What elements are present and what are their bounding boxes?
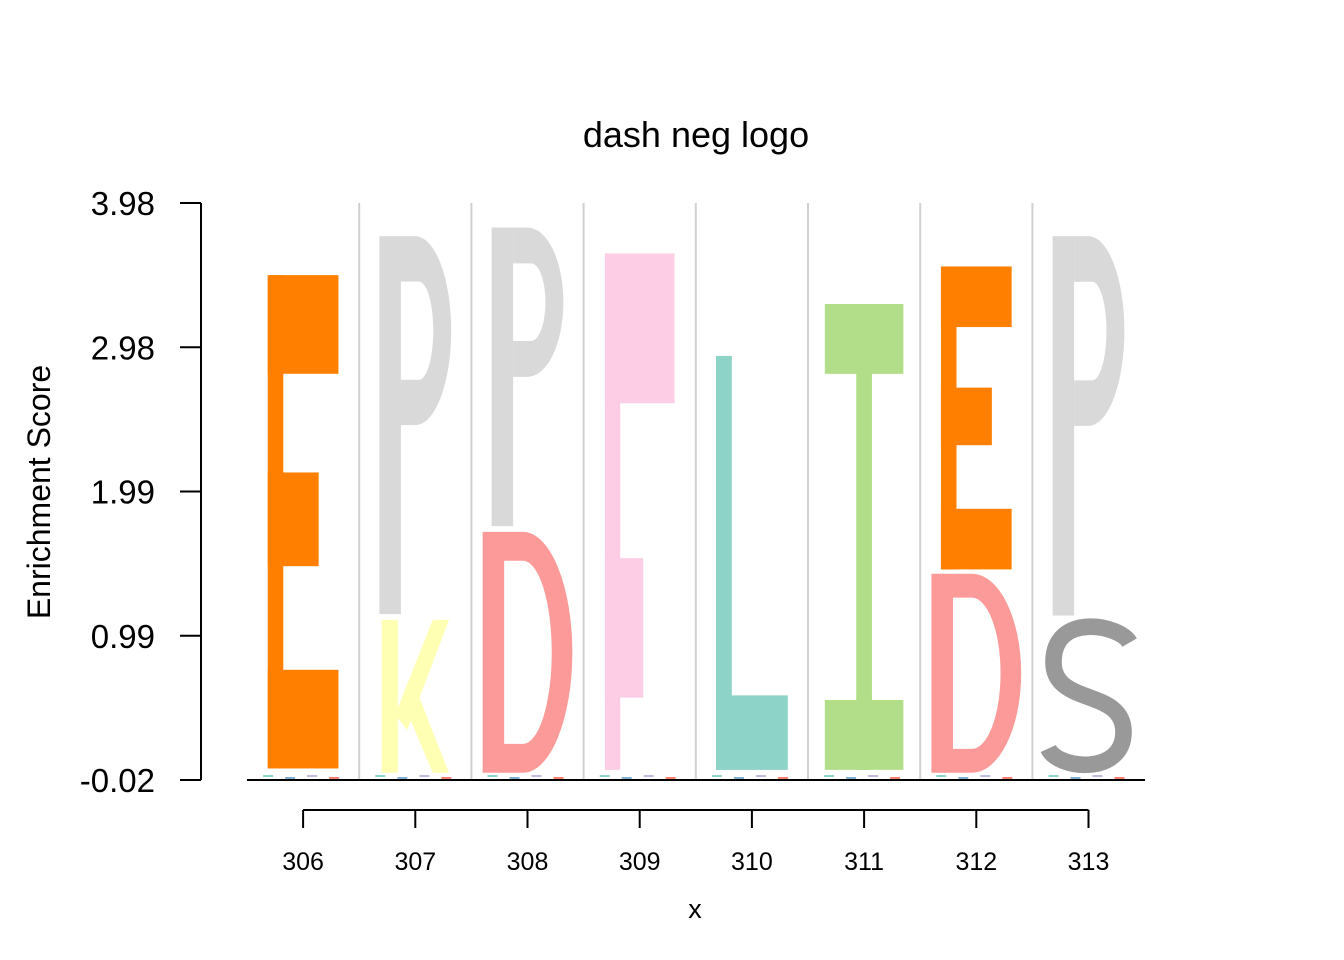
x-tick-label: 311: [844, 848, 884, 876]
x-tick-label: 312: [955, 848, 997, 876]
y-axis-ticks: 3.98 2.98 1.99 0.99 -0.02: [80, 185, 201, 799]
y-tick-label: -0.02: [80, 762, 155, 799]
y-axis-label: Enrichment Score: [21, 365, 57, 619]
x-axis-label: x: [688, 894, 702, 924]
letter-E: [267, 275, 339, 769]
letter-P: [1052, 236, 1125, 616]
letter-P: [379, 236, 452, 615]
letter-S: [1040, 618, 1137, 773]
letter-D: [931, 573, 1022, 773]
letter-I: [824, 303, 904, 770]
y-tick-label: 2.98: [91, 329, 155, 366]
x-tick-label: 310: [731, 848, 773, 876]
y-tick-label: 1.99: [91, 474, 155, 511]
grid-lines: [358, 203, 1034, 780]
x-axis-ticks: 306 307 308 309 310 311 312 313: [282, 810, 1109, 876]
x-tick-label: 306: [282, 848, 324, 876]
letter-K: [381, 619, 449, 773]
chart-title: dash neg logo: [583, 114, 809, 155]
letter-L: [715, 355, 788, 770]
letter-F: [604, 253, 675, 770]
letter-D: [482, 531, 573, 773]
x-tick-label: 308: [507, 848, 549, 876]
letter-P: [491, 227, 564, 527]
y-tick-label: 0.99: [91, 618, 155, 655]
y-tick-label: 3.98: [91, 185, 155, 222]
letter-E: [940, 266, 1012, 570]
x-tick-label: 313: [1068, 848, 1110, 876]
x-tick-label: 309: [619, 848, 661, 876]
x-tick-label: 307: [394, 848, 436, 876]
logo-letters: [263, 227, 1137, 779]
